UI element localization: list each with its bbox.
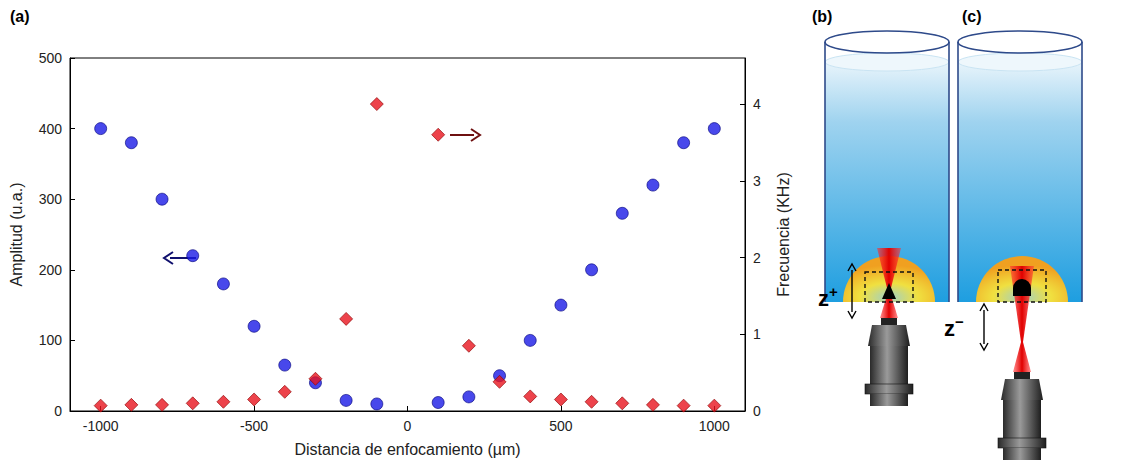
svg-text:0: 0 (54, 403, 62, 419)
svg-text:2: 2 (753, 250, 761, 266)
svg-text:1000: 1000 (699, 418, 730, 434)
svg-text:300: 300 (39, 191, 63, 207)
svg-text:500: 500 (549, 418, 573, 434)
svg-text:200: 200 (39, 262, 63, 278)
svg-text:-500: -500 (240, 418, 268, 434)
svg-text:-1000: -1000 (83, 418, 119, 434)
svg-text:(c): (c) (962, 8, 982, 25)
svg-text:0: 0 (404, 418, 412, 434)
svg-text:Distancia de enfocamiento (µm): Distancia de enfocamiento (µm) (294, 441, 520, 458)
svg-text:3: 3 (753, 173, 761, 189)
svg-text:z+: z+ (818, 283, 838, 311)
svg-text:Frecuencia (KHz): Frecuencia (KHz) (775, 172, 792, 296)
svg-text:z−: z− (944, 313, 964, 341)
svg-text:4: 4 (753, 96, 761, 112)
svg-text:500: 500 (39, 50, 63, 66)
svg-text:100: 100 (39, 332, 63, 348)
svg-text:(b): (b) (812, 8, 832, 25)
svg-text:Amplitud (u.a.): Amplitud (u.a.) (8, 182, 25, 286)
svg-text:0: 0 (753, 403, 761, 419)
svg-text:(a): (a) (10, 8, 30, 25)
svg-text:400: 400 (39, 121, 63, 137)
svg-text:1: 1 (753, 326, 761, 342)
